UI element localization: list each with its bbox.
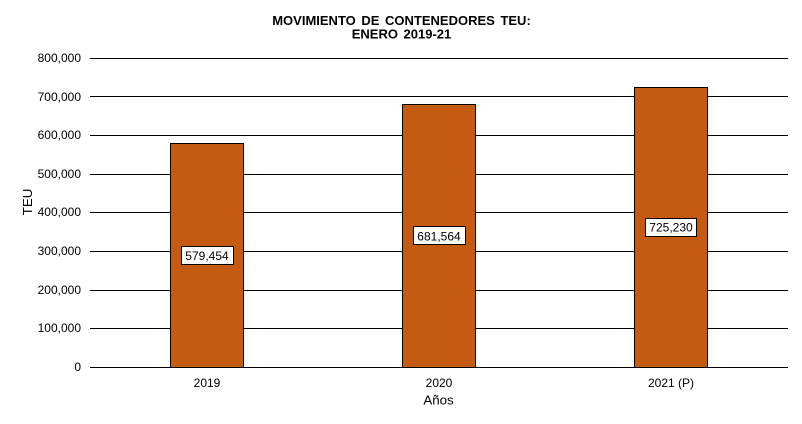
svg-text:ENERO 2019-21: ENERO 2019-21 bbox=[352, 27, 452, 42]
svg-text:725,230: 725,230 bbox=[649, 221, 693, 235]
svg-text:700,000: 700,000 bbox=[38, 90, 82, 104]
svg-text:2021 (P): 2021 (P) bbox=[648, 376, 694, 390]
svg-text:2020: 2020 bbox=[426, 376, 453, 390]
svg-text:800,000: 800,000 bbox=[38, 51, 82, 65]
svg-text:400,000: 400,000 bbox=[38, 205, 82, 219]
svg-text:2019: 2019 bbox=[194, 376, 221, 390]
svg-text:200,000: 200,000 bbox=[38, 283, 82, 297]
svg-text:100,000: 100,000 bbox=[38, 321, 82, 335]
svg-text:579,454: 579,454 bbox=[185, 249, 229, 263]
svg-text:500,000: 500,000 bbox=[38, 167, 82, 181]
svg-text:MOVIMIENTO DE CONTENEDORES TEU: MOVIMIENTO DE CONTENEDORES TEU: bbox=[272, 13, 531, 28]
svg-text:681,564: 681,564 bbox=[417, 230, 461, 244]
svg-text:0: 0 bbox=[74, 360, 81, 374]
svg-text:600,000: 600,000 bbox=[38, 128, 82, 142]
svg-text:Años: Años bbox=[423, 393, 454, 408]
svg-text:300,000: 300,000 bbox=[38, 244, 82, 258]
svg-text:TEU: TEU bbox=[20, 189, 35, 216]
